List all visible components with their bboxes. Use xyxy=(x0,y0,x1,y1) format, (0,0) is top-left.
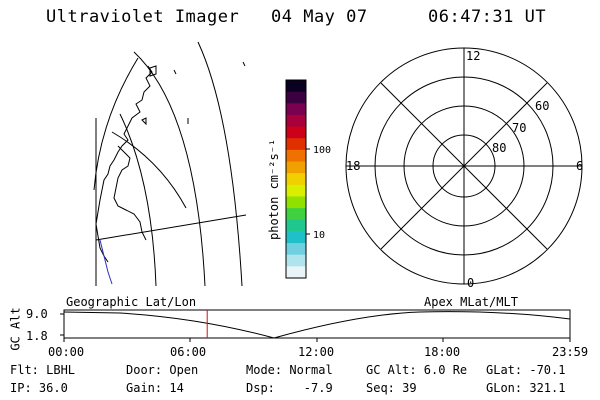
altitude-plot xyxy=(60,309,571,342)
polar-diagonal-2 xyxy=(380,82,548,250)
lat-label-60: 60 xyxy=(535,99,549,113)
status-mode: Mode: Normal xyxy=(246,363,333,377)
map-grid-line-outer xyxy=(197,41,243,287)
xtick-label-12: 12:00 xyxy=(298,345,335,359)
colorbar-swatches xyxy=(286,80,306,279)
colorbar-swatch xyxy=(286,173,306,186)
colorbar-swatch xyxy=(286,103,306,116)
colorbar-swatch xyxy=(286,243,306,256)
colorbar-swatch xyxy=(286,161,306,174)
xtick-label-end: 23:59 xyxy=(552,345,589,359)
xtick-label-00: 00:00 xyxy=(48,345,85,359)
colorbar-unit-label: photon cm⁻²s⁻¹ xyxy=(267,139,281,240)
colorbar-swatch xyxy=(286,126,306,139)
colorbar-swatch xyxy=(286,80,306,93)
status-glon: GLon: 321.1 xyxy=(486,381,566,395)
ytick-label-1.8: 1.8 xyxy=(26,329,48,343)
polar-labels: 12 18 6 0 60 70 80 xyxy=(346,49,583,290)
map-coastline-2 xyxy=(113,145,147,241)
instrument-title: Ultraviolet Imager xyxy=(46,7,240,27)
map-tick-3 xyxy=(242,61,246,67)
altitude-curve xyxy=(63,311,571,339)
colorbar-swatch xyxy=(286,208,306,221)
map-latitude-line xyxy=(95,214,247,241)
colorbar-swatch xyxy=(286,114,306,128)
colorbar-tick-label-100: 100 xyxy=(313,145,331,156)
altitude-ylabel: GC Alt xyxy=(8,307,23,351)
xtick-label-06: 06:00 xyxy=(170,345,207,359)
status-flt: Flt: LBHL xyxy=(10,363,76,377)
colorbar-swatch xyxy=(286,138,306,151)
map-arc-left xyxy=(93,57,139,191)
map-coast-blue xyxy=(99,239,113,285)
colorbar: 100 10 photon cm⁻²s⁻¹ xyxy=(267,79,331,279)
map-island-2 xyxy=(141,117,147,126)
mlt-label-6: 6 xyxy=(576,159,583,173)
colorbar-swatch xyxy=(286,91,306,104)
status-dsp: Dsp: -7.9 xyxy=(246,381,333,395)
lat-label-80: 80 xyxy=(492,141,506,155)
map-tick-2 xyxy=(173,69,177,75)
date-label: 04 May 07 xyxy=(271,7,368,27)
time-label: 06:47:31 UT xyxy=(428,7,547,27)
status-gc-alt: GC Alt: 6.0 Re xyxy=(366,363,468,377)
mlt-label-12: 12 xyxy=(466,49,480,63)
geographic-map xyxy=(93,41,247,287)
map-island-1 xyxy=(149,65,157,77)
colorbar-swatch xyxy=(286,219,306,233)
xtick-label-18: 18:00 xyxy=(424,345,461,359)
status-seq: Seq: 39 xyxy=(366,381,417,395)
mlt-label-18: 18 xyxy=(346,159,360,173)
apex-title: Apex MLat/MLT xyxy=(424,295,518,309)
colorbar-swatch xyxy=(286,196,306,209)
status-glat: GLat: -70.1 xyxy=(486,363,566,377)
colorbar-swatch xyxy=(286,254,306,267)
ytick-label-9: 9.0 xyxy=(26,307,48,321)
map-grid-line-inner xyxy=(119,113,157,287)
colorbar-swatch xyxy=(286,184,306,198)
status-ip: IP: 36.0 xyxy=(10,381,68,395)
status-door: Door: Open xyxy=(126,363,199,377)
colorbar-swatch xyxy=(286,231,306,244)
colorbar-frame xyxy=(285,79,307,279)
status-gain: Gain: 14 xyxy=(126,381,184,395)
mlt-label-0: 0 xyxy=(467,276,474,290)
colorbar-tick-label-10: 10 xyxy=(313,230,325,241)
map-latitude-curve xyxy=(111,131,187,209)
map-coastline xyxy=(95,65,153,263)
colorbar-swatch xyxy=(286,149,306,163)
geographic-title: Geographic Lat/Lon xyxy=(66,295,197,309)
map-grid-line-mid xyxy=(133,51,206,287)
polar-plot xyxy=(345,47,583,285)
colorbar-swatch xyxy=(286,266,306,279)
lat-label-70: 70 xyxy=(512,121,526,135)
